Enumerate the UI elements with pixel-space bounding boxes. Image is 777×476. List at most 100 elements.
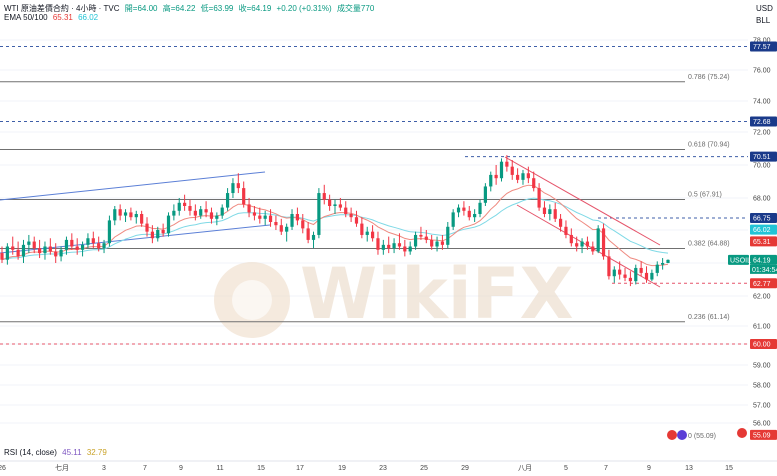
candle-body[interactable] [11,246,15,250]
candles[interactable] [0,155,670,287]
candle-body[interactable] [618,269,622,275]
candle-body[interactable] [193,210,197,216]
candle-body[interactable] [102,243,106,249]
candle-body[interactable] [494,174,498,179]
candle-body[interactable] [21,244,26,257]
candle-body[interactable] [661,263,665,265]
candle-body[interactable] [516,174,520,180]
candle-body[interactable] [322,193,326,200]
candle-body[interactable] [285,226,289,232]
candle-body[interactable] [118,209,122,216]
candle-body[interactable] [177,202,181,211]
candle-body[interactable] [548,209,552,214]
candle-body[interactable] [247,204,251,213]
lightning-icon-right[interactable] [737,428,747,438]
candle-body[interactable] [381,244,385,250]
candle-body[interactable] [166,215,171,234]
candle-body[interactable] [483,186,487,203]
candle-body[interactable] [392,243,396,249]
candle-body[interactable] [156,230,160,239]
candle-body[interactable] [107,220,112,244]
candle-body[interactable] [650,272,654,280]
candle-body[interactable] [215,215,219,219]
candle-body[interactable] [80,244,85,250]
candle-body[interactable] [623,274,627,278]
symbol-title[interactable]: WTI 原油差價合約 · 4小時 · TVC [4,4,120,13]
candle-body[interactable] [526,173,530,179]
candle-body[interactable] [86,238,90,245]
candle-body[interactable] [140,214,144,224]
candle-body[interactable] [263,215,267,219]
candle-body[interactable] [510,166,514,175]
ema-label[interactable]: EMA 50/100 [4,13,48,22]
candle-body[interactable] [569,234,573,244]
candle-body[interactable] [349,214,353,218]
candle-body[interactable] [333,204,337,206]
candle-body[interactable] [413,234,418,247]
candle-body[interactable] [59,249,63,257]
candle-body[interactable] [499,161,504,179]
candle-body[interactable] [628,277,633,282]
candle-body[interactable] [344,207,348,214]
candle-body[interactable] [397,243,402,247]
y-axis[interactable]: 78.0076.0074.0072.0070.0068.0066.0064.00… [753,38,771,428]
candle-body[interactable] [408,246,412,252]
candle-body[interactable] [542,207,547,214]
candle-body[interactable] [473,214,477,218]
candle-body[interactable] [376,238,380,250]
bottom-icons[interactable] [667,428,747,440]
candle-body[interactable] [601,228,606,257]
candle-body[interactable] [564,226,568,235]
candle-body[interactable] [236,183,240,189]
candle-body[interactable] [70,239,74,247]
candle-body[interactable] [521,173,525,180]
candle-body[interactable] [48,246,52,252]
candle-body[interactable] [354,217,359,224]
candle-body[interactable] [365,231,369,235]
candle-body[interactable] [279,225,283,232]
candle-body[interactable] [161,230,165,234]
candle-body[interactable] [134,214,138,218]
lightning-icon[interactable] [667,430,677,440]
candle-body[interactable] [612,269,616,277]
candle-body[interactable] [467,210,471,218]
candle-body[interactable] [290,214,294,227]
candle-body[interactable] [183,202,187,206]
candle-body[interactable] [123,212,128,216]
candle-body[interactable] [295,214,300,221]
flag-icon[interactable] [677,430,687,440]
candle-body[interactable] [430,239,434,247]
candle-body[interactable] [532,178,536,189]
candle-body[interactable] [268,215,273,222]
candle-body[interactable] [306,228,310,240]
candle-body[interactable] [575,243,579,247]
candle-body[interactable] [424,236,428,240]
candle-body[interactable] [403,246,407,252]
candle-body[interactable] [328,199,332,206]
candle-body[interactable] [209,212,214,219]
candle-body[interactable] [607,256,611,277]
candle-body[interactable] [258,215,262,219]
candle-body[interactable] [585,241,590,247]
candle-body[interactable] [231,183,235,194]
candle-body[interactable] [370,231,375,239]
candle-body[interactable] [317,193,321,235]
candle-body[interactable] [387,244,391,249]
x-axis[interactable]: 26 七月 3 7 9 11 15 17 19 23 25 29 八月 5 7 9 13 15 [0,460,777,472]
candle-body[interactable] [446,226,450,245]
candle-body[interactable] [338,204,342,208]
candle-body[interactable] [596,228,600,252]
candle-body[interactable] [16,249,20,257]
candle-body[interactable] [172,210,176,216]
candle-body[interactable] [666,259,670,263]
candle-body[interactable] [462,207,466,211]
candle-body[interactable] [129,212,133,218]
candle-body[interactable] [419,234,423,237]
rsi-label[interactable]: RSI (14, close) [4,448,57,457]
candle-body[interactable] [91,238,95,244]
candle-body[interactable] [451,212,455,227]
candle-body[interactable] [75,246,79,250]
candle-body[interactable] [0,253,4,260]
candle-body[interactable] [27,241,31,245]
horizontal-levels[interactable] [0,45,748,345]
